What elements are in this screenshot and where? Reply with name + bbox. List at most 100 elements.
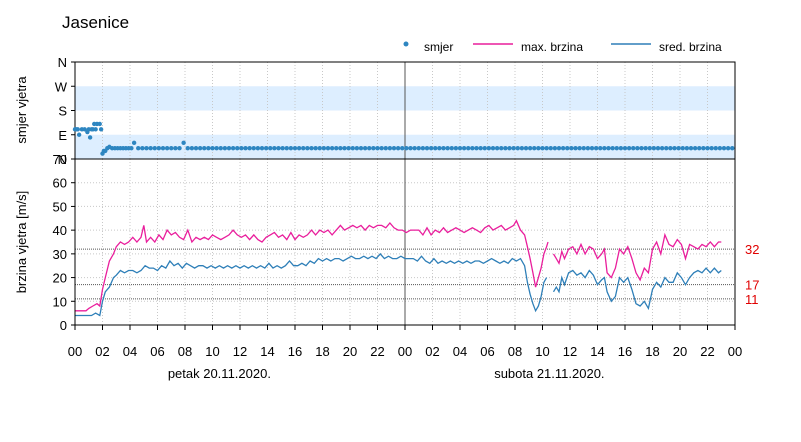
direction-point <box>577 146 582 151</box>
legend-smjer-marker <box>403 41 409 47</box>
x-tick-label: 00 <box>398 344 412 359</box>
direction-point <box>692 146 698 151</box>
direction-point <box>631 146 636 151</box>
x-tick-label: 08 <box>178 344 192 359</box>
direction-point <box>672 146 677 151</box>
direction-point <box>424 146 430 151</box>
direction-tick-label: W <box>55 79 68 94</box>
direction-point <box>222 146 228 151</box>
direction-point <box>173 146 178 151</box>
direction-point <box>404 146 409 151</box>
direction-point <box>181 140 186 146</box>
x-tick-label: 14 <box>260 344 274 359</box>
direction-point <box>263 146 269 151</box>
direction-point <box>317 146 322 151</box>
direction-point <box>129 146 134 151</box>
direction-point <box>453 146 459 151</box>
direction-point <box>144 146 149 151</box>
direction-point <box>408 146 413 151</box>
direction-point <box>131 140 137 146</box>
direction-point <box>680 146 685 151</box>
direction-point <box>354 146 360 151</box>
direction-point <box>701 146 706 151</box>
x-tick-label: 02 <box>95 344 109 359</box>
direction-point <box>276 146 281 151</box>
direction-point <box>75 127 80 132</box>
speed-tick-label: 10 <box>53 294 67 309</box>
direction-point <box>136 146 141 151</box>
direction-point <box>383 146 388 151</box>
direction-point <box>148 146 153 151</box>
direction-point <box>325 146 331 151</box>
speed-tick-label: 40 <box>53 223 67 238</box>
direction-point <box>239 146 244 151</box>
reference-label: 17 <box>745 278 759 293</box>
speed-tick-label: 60 <box>53 176 67 191</box>
direction-point <box>523 146 529 151</box>
direction-point <box>255 146 261 151</box>
direction-point <box>482 146 487 151</box>
direction-point <box>730 146 735 151</box>
direction-point <box>560 146 566 151</box>
direction-point <box>156 146 162 151</box>
direction-point <box>202 146 207 151</box>
direction-point <box>313 146 318 151</box>
x-tick-label: 10 <box>535 344 549 359</box>
direction-point <box>296 146 302 151</box>
direction-point <box>602 146 607 151</box>
direction-point <box>565 146 570 151</box>
direction-point <box>97 121 102 127</box>
direction-point <box>379 146 384 151</box>
direction-point <box>606 146 611 151</box>
direction-point <box>152 146 157 151</box>
direction-point <box>226 146 232 151</box>
direction-point <box>82 127 87 132</box>
direction-point <box>185 146 190 151</box>
day-label: subota 21.11.2020. <box>494 366 604 381</box>
direction-point <box>507 146 512 151</box>
direction-point <box>433 146 438 151</box>
x-tick-label: 04 <box>453 344 467 359</box>
direction-point <box>334 146 339 151</box>
direction-point <box>466 146 471 151</box>
x-tick-label: 02 <box>425 344 439 359</box>
x-tick-label: 06 <box>150 344 164 359</box>
mean-speed-line <box>75 252 722 317</box>
speed-tick-label: 50 <box>53 199 67 214</box>
legend-smjer-label: smjer <box>424 40 453 54</box>
direction-point <box>643 146 648 151</box>
direction-point <box>395 146 401 151</box>
direction-point <box>622 146 628 151</box>
speed-ylabel: brzina vjetra [m/s] <box>14 191 29 294</box>
x-tick-label: 00 <box>728 344 742 359</box>
direction-point <box>338 146 343 151</box>
direction-point <box>709 146 714 151</box>
x-tick-label: 16 <box>288 344 302 359</box>
direction-point <box>169 146 174 151</box>
direction-point <box>387 146 393 151</box>
direction-point <box>210 146 215 151</box>
direction-point <box>705 146 710 151</box>
direction-point <box>536 146 541 151</box>
x-tick-label: 14 <box>590 344 604 359</box>
direction-point <box>280 146 285 151</box>
direction-point <box>98 127 104 132</box>
direction-point <box>511 146 516 151</box>
direction-point <box>218 146 223 151</box>
direction-point <box>581 146 586 151</box>
direction-point <box>140 146 145 151</box>
direction-point <box>598 146 603 151</box>
x-tick-label: 18 <box>645 344 659 359</box>
direction-point <box>717 146 723 151</box>
direction-point <box>647 146 652 151</box>
direction-point <box>697 146 702 151</box>
direction-point <box>618 146 624 151</box>
direction-point <box>713 146 718 151</box>
direction-point <box>259 146 265 151</box>
direction-tick-label: N <box>58 152 67 167</box>
direction-point <box>371 146 376 151</box>
direction-point <box>288 146 294 151</box>
direction-point <box>569 146 574 151</box>
direction-ylabel: smjer vjetra <box>14 76 29 144</box>
x-tick-label: 10 <box>205 344 219 359</box>
